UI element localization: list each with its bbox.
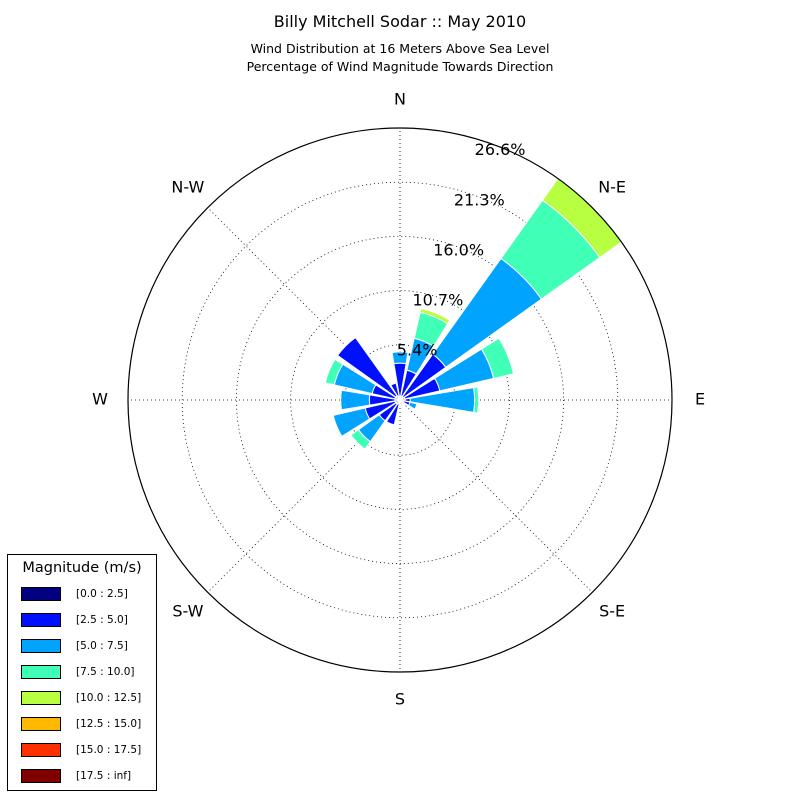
radial-gridline xyxy=(235,235,565,565)
outer-boundary xyxy=(127,127,673,673)
legend-swatch xyxy=(21,743,61,757)
legend-entry: [10.0 : 12.5] xyxy=(21,691,157,705)
chart-title: Billy Mitchell Sodar :: May 2010 xyxy=(273,12,527,31)
legend-swatch xyxy=(21,691,61,705)
radial-gridline xyxy=(181,181,619,619)
chart-subtitle-line-1: Wind Distribution at 16 Meters Above Sea… xyxy=(250,41,550,56)
legend: Magnitude (m/s) [0.0 : 2.5] [2.5 : 5.0] [5… xyxy=(7,554,157,791)
legend-label: [12.5 : 15.0] xyxy=(76,718,142,730)
windrose-bar-segment xyxy=(480,337,515,379)
legend-label: [17.5 : inf] xyxy=(76,770,132,782)
legend-label: [2.5 : 5.0] xyxy=(76,614,128,626)
direction-label: S-E xyxy=(599,602,625,621)
radial-tick-label: 16.0% xyxy=(433,240,484,259)
direction-label: N-W xyxy=(171,177,204,196)
legend-entry: [15.0 : 17.5] xyxy=(21,743,157,757)
windrose-bars xyxy=(324,177,623,450)
legend-swatch xyxy=(21,769,61,783)
legend-label: [15.0 : 17.5] xyxy=(76,744,142,756)
windrose-bar-segment xyxy=(385,402,400,426)
windrose-bar-segment xyxy=(473,386,480,414)
direction-labels: N N-E E S-E S S-W W N-W xyxy=(92,90,705,709)
legend-entry: [0.0 : 2.5] xyxy=(21,587,157,601)
legend-entry: [17.5 : inf] xyxy=(21,769,157,783)
legend-swatch xyxy=(21,587,61,601)
windrose-bar-segment xyxy=(324,358,344,386)
legend-entry: [7.5 : 10.0] xyxy=(21,665,157,679)
legend-label: [5.0 : 7.5] xyxy=(76,640,128,652)
windrose-bar-segment xyxy=(332,407,371,437)
radial-gridline xyxy=(290,290,510,510)
radial-tick-label: 5.4% xyxy=(397,340,438,359)
legend-label: [7.5 : 10.0] xyxy=(76,666,135,678)
radial-tick-label: 26.6% xyxy=(475,140,526,159)
legend-title: Magnitude (m/s) xyxy=(22,560,142,576)
legend-label: [10.0 : 12.5] xyxy=(76,692,142,704)
legend-swatch xyxy=(21,639,61,653)
windrose-bar-segment xyxy=(390,382,400,398)
direction-label: N xyxy=(394,90,406,109)
chart-subtitle-line-2: Percentage of Wind Magnitude Towards Dir… xyxy=(246,59,554,74)
windrose-bar-segment xyxy=(391,351,409,365)
legend-label: [0.0 : 2.5] xyxy=(76,588,128,600)
direction-label: W xyxy=(92,390,108,409)
legend-entry: [2.5 : 5.0] xyxy=(21,613,157,627)
direction-spoke xyxy=(399,399,593,593)
legend-entry: [12.5 : 15.0] xyxy=(21,717,157,731)
windrose-bar-segment xyxy=(419,307,451,325)
legend-swatch xyxy=(21,717,61,731)
radial-tick-label: 10.7% xyxy=(412,290,463,309)
legend-swatch xyxy=(21,613,61,627)
direction-label: S-W xyxy=(172,602,203,621)
windrose-bar-segment xyxy=(350,428,372,450)
legend-entry: [5.0 : 7.5] xyxy=(21,639,157,653)
windrose-bar-segment xyxy=(340,389,371,411)
windrose-bar-segment xyxy=(336,336,398,398)
direction-label: S xyxy=(395,690,405,709)
direction-spokes xyxy=(128,128,672,672)
radial-tick-label: 21.3% xyxy=(454,190,505,209)
windrose-bar-segment xyxy=(407,401,418,410)
radial-tick-labels: 5.4% 10.7% 16.0% 21.3% 26.6% xyxy=(397,140,526,359)
legend-swatch xyxy=(21,665,61,679)
direction-label: N-E xyxy=(598,177,626,196)
direction-label: E xyxy=(695,390,705,409)
